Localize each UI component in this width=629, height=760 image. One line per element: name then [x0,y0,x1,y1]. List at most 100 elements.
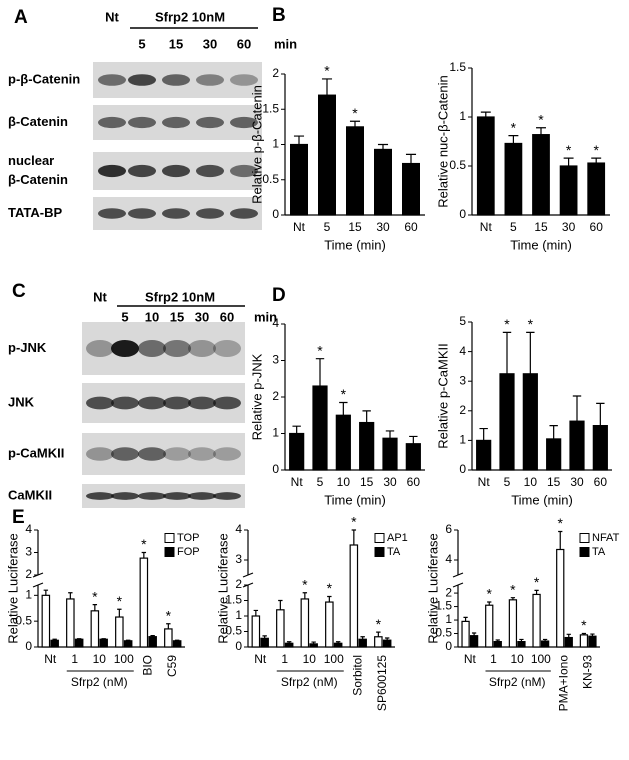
significance-label: * [92,588,98,604]
error-bar [327,595,332,603]
bar [123,640,133,648]
bar [74,638,84,648]
bar [164,628,173,648]
error-bar [384,637,390,641]
time-label: 60 [237,36,251,51]
x-tick-label: 30 [383,475,397,489]
axis-break-gap [34,575,42,585]
blot-row-label: TATA-BP [8,205,62,220]
bar [289,432,305,471]
significance-label: * [324,63,330,79]
blot-band [196,164,224,178]
x-tick-label: 10 [303,652,317,666]
significance-label: * [593,142,599,158]
x-tick-label: Nt [44,652,57,666]
blot-band [163,447,191,461]
x-tick-label: 1 [490,652,497,666]
y-tick-label: 0 [459,462,466,476]
y-tick-label: 2 [272,389,279,403]
significance-label: * [487,586,493,602]
blot-band [128,164,156,178]
blot-band [86,396,114,410]
blot-band [98,74,126,86]
blot-band [138,492,166,500]
significance-label: * [538,111,544,127]
bar [309,643,318,648]
error-bar [377,143,389,150]
error-bar [463,616,468,622]
bar [517,641,526,648]
bar [485,604,494,648]
error-bar [362,410,371,423]
y-tick-label: 1 [459,109,466,123]
blot-band [188,340,216,357]
x-tick-label: 30 [376,220,390,234]
blot-row-label: β-Catenin [8,172,68,187]
blot-band [196,208,224,219]
bar [312,385,328,471]
error-bar [43,589,49,596]
bar [276,609,285,648]
error-bar [293,135,305,145]
legend-swatch [164,533,175,543]
y-axis-label: Relative Luciferase [5,533,20,644]
error-bar [174,639,180,641]
blot-band [163,396,191,410]
blot-band [111,492,139,500]
significance-label: * [558,515,564,531]
error-bar [76,638,82,640]
y-tick-label: 0 [25,639,32,653]
error-bar [549,425,558,439]
control-label: Nt [105,9,119,24]
bar [532,593,541,648]
blot-band [111,396,139,410]
panel-label: D [272,285,286,306]
y-tick-label: 2 [459,403,466,417]
legend-label: FOP [177,546,200,558]
blot-band [98,208,126,219]
error-bar [542,638,548,642]
blot-band [163,340,191,357]
error-bar [125,639,131,641]
significance-label: * [351,514,357,530]
error-bar [311,641,316,644]
error-bar [502,331,512,374]
legend-label: AP1 [387,532,408,544]
x-tick-label: Nt [464,652,477,666]
bar [559,165,578,216]
bar [469,635,479,648]
error-bar [68,592,73,599]
significance-label: * [534,574,540,590]
blot-band [230,164,258,178]
error-bar [321,78,333,96]
blot-band [162,164,190,178]
bar [588,635,597,648]
x-tick-label: BIO [140,655,154,676]
y-tick-label: 1 [272,426,279,440]
significance-label: * [166,607,172,623]
bar [587,162,606,216]
blot-band [163,492,191,500]
error-bar [405,153,417,164]
bar [349,544,359,648]
legend-swatch [374,533,385,543]
y-tick-label: 0.5 [449,158,466,172]
bar [260,637,269,648]
y-tick-label: 0 [272,462,279,476]
treatment-label: Sfrp2 10nM [145,289,215,304]
y-axis-label: Relative Luciferase [215,533,230,644]
error-bar [166,623,171,629]
y-tick-label: 3 [459,373,466,387]
time-label: 30 [203,36,217,51]
x-tick-label: 30 [562,220,576,234]
blot-row-label: β-Catenin [8,114,68,129]
error-bar [292,425,301,434]
y-tick-label: 1 [459,433,466,447]
x-tick-label: SP600125 [375,655,389,711]
blot-band [138,396,166,410]
bar [382,437,398,471]
error-bar [590,633,595,637]
bar [325,601,334,648]
x-tick-label: 5 [317,475,324,489]
error-bar [508,135,519,144]
